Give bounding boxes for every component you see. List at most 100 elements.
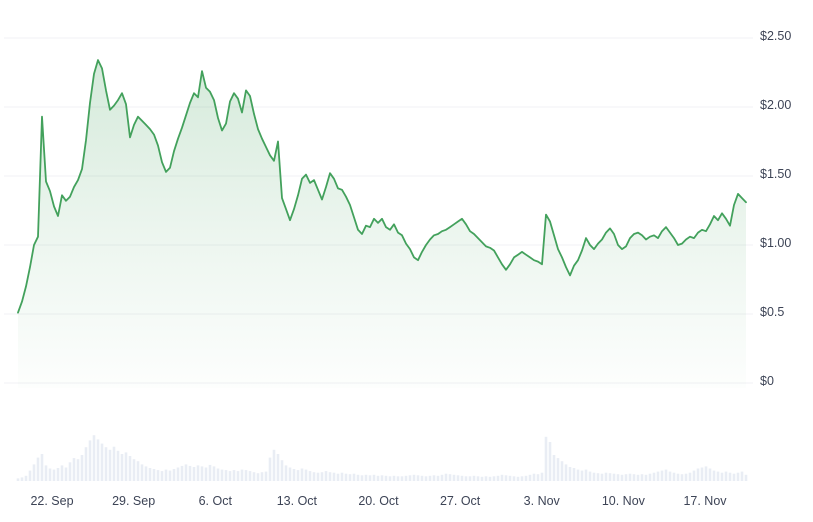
volume-bar [568,467,572,481]
volume-bar [572,468,576,481]
volume-bar [136,461,140,481]
volume-bar [444,473,448,481]
volume-bar [532,473,536,481]
volume-bar [604,472,608,481]
volume-bar [460,475,464,481]
volume-bar [420,475,424,481]
volume-bar [592,472,596,481]
volume-bar [528,474,532,481]
volume-bar [328,472,332,481]
volume-bar [536,474,540,481]
x-axis-label: 17. Nov [683,494,727,508]
volume-bar [468,476,472,481]
volume-bar [688,472,692,481]
x-axis-label: 3. Nov [523,494,560,508]
volume-bar [236,471,240,481]
volume-bar [28,470,32,481]
y-axis-label: $1.00 [760,236,792,250]
volume-bar [116,450,120,481]
volume-bar [252,472,256,481]
volume-bar [520,476,524,481]
volume-bar [740,471,744,481]
x-axis-label: 6. Oct [198,494,232,508]
volume-bar [232,470,236,481]
volume-bar [64,467,68,481]
volume-bar [336,473,340,481]
volume-bar [396,476,400,481]
volume-bar [300,468,304,481]
volume-bar [84,447,88,481]
volume-bar [432,475,436,481]
volume-bar [216,468,220,481]
volume-bar [440,474,444,481]
volume-bar [616,474,620,481]
volume-bar [60,465,64,481]
volume-bar [588,471,592,481]
volume-bar [428,475,432,481]
x-axis-label: 13. Oct [276,494,318,508]
volume-bar [704,466,708,481]
volume-bar [344,473,348,481]
y-axis-label: $0.5 [760,305,785,319]
volume-bar [172,469,176,481]
volume-bar [380,475,384,481]
volume-bar [16,478,20,481]
volume-bar [320,472,324,481]
volume-bar [108,449,112,481]
volume-bar [712,470,716,481]
volume-bar [228,471,232,481]
volume-bar [280,460,284,481]
volume-bar [700,467,704,481]
volume-bar [52,469,56,481]
volume-bar [36,457,40,481]
volume-bars [16,435,748,481]
volume-bar [496,475,500,481]
volume-bar [288,467,292,481]
volume-bar [736,472,740,481]
volume-bar [660,470,664,481]
volume-bar [504,475,508,481]
volume-bar [244,470,248,481]
volume-bar [44,465,48,481]
volume-bar [312,472,316,481]
volume-bar [560,461,564,481]
volume-bar [644,474,648,481]
volume-bar [648,473,652,481]
volume-bar [360,475,364,481]
volume-bar [452,474,456,481]
volume-bar [340,472,344,481]
volume-bar [692,470,696,481]
volume-bar [584,469,588,481]
volume-bar [716,471,720,481]
volume-bar [168,470,172,481]
volume-bar [104,447,108,481]
volume-bar [508,475,512,481]
volume-bar [260,472,264,481]
volume-bar [436,475,440,481]
volume-bar [668,471,672,481]
volume-bar [516,476,520,481]
volume-bar [472,475,476,481]
volume-bar [612,473,616,481]
volume-bar [540,472,544,481]
volume-bar [548,442,552,481]
volume-bar [240,469,244,481]
volume-bar [696,468,700,481]
volume-bar [284,465,288,481]
volume-bar [20,477,24,481]
volume-bar [404,475,408,481]
volume-bar [68,462,72,481]
x-axis-label: 20. Oct [358,494,399,508]
volume-bar [488,476,492,481]
volume-bar [392,475,396,481]
volume-bar [728,472,732,481]
volume-bar [308,471,312,481]
volume-bar [304,469,308,481]
volume-bar [164,469,168,481]
volume-bar [720,472,724,481]
volume-bar [124,452,128,481]
volume-bar [552,455,556,481]
volume-bar [160,471,164,481]
